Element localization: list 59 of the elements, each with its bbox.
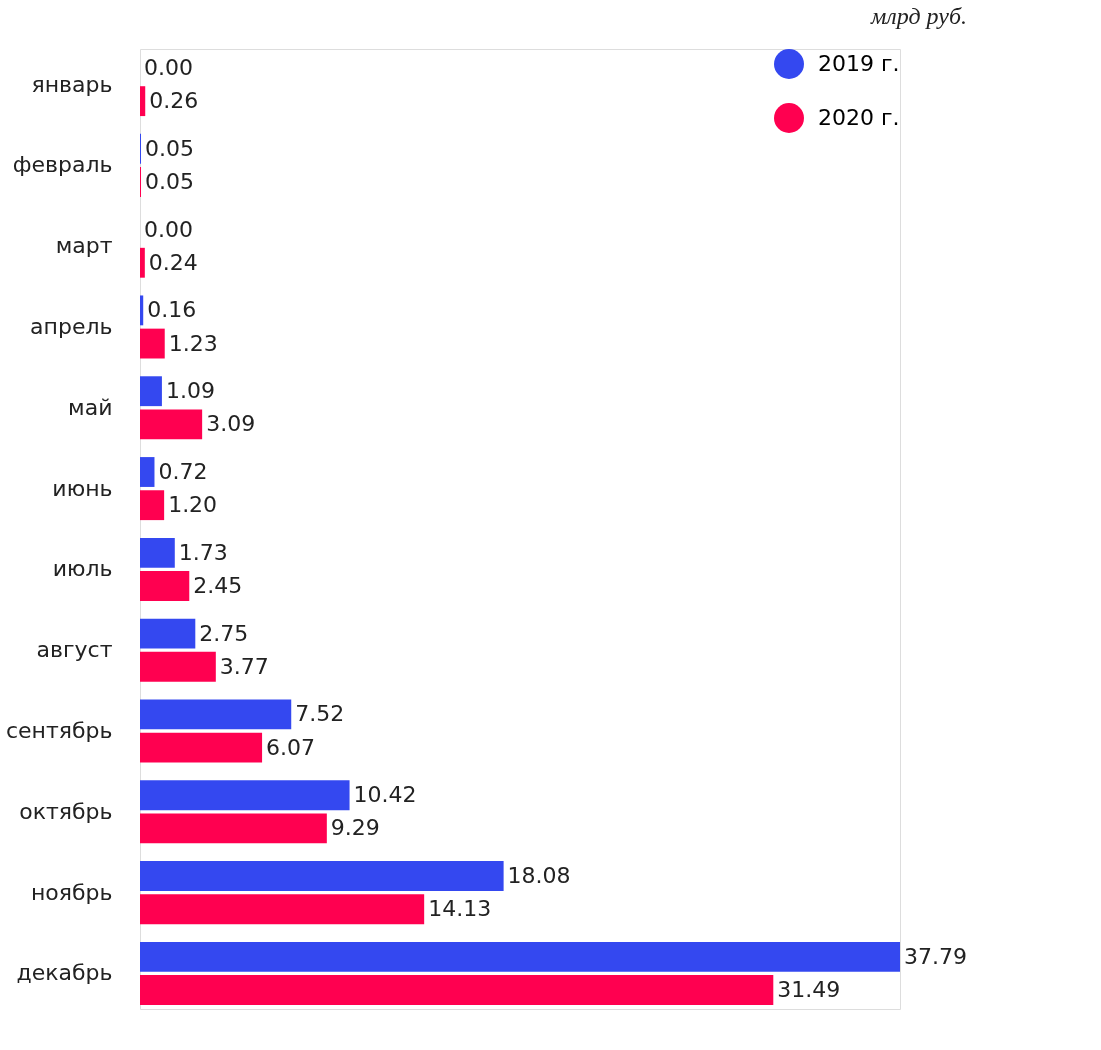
y-tick-label: ноябрь (30, 879, 113, 905)
bar (140, 732, 263, 763)
data-label: 0.16 (147, 297, 197, 323)
bar (140, 409, 203, 440)
data-label: 14.13 (428, 896, 492, 922)
legend-label: 2019 г. (818, 51, 900, 76)
data-label: 2.75 (199, 620, 249, 646)
bar (140, 699, 292, 730)
bar (140, 247, 145, 278)
bar (140, 813, 327, 844)
y-tick-label: февраль (12, 152, 113, 178)
data-label: 10.42 (353, 782, 417, 808)
data-label: 0.24 (148, 249, 198, 275)
data-label: 0.00 (144, 54, 193, 80)
bar (140, 975, 774, 1005)
bar (140, 490, 165, 521)
data-label: 7.52 (295, 701, 345, 727)
data-label: 1.73 (178, 539, 228, 565)
data-label: 9.29 (330, 815, 380, 841)
bar (140, 457, 155, 487)
data-label: 37.79 (904, 943, 967, 969)
data-label: 1.23 (168, 330, 218, 356)
y-tick-label: май (68, 394, 113, 420)
y-tick-label: июнь (52, 475, 113, 501)
y-tick-label: декабрь (16, 960, 113, 986)
bar (140, 328, 165, 359)
bar (140, 861, 504, 891)
bar (140, 780, 350, 811)
data-label: 0.05 (145, 168, 194, 194)
legend-label: 2020 г. (818, 105, 900, 130)
bar (140, 894, 425, 925)
y-tick-label: октябрь (19, 798, 113, 824)
data-label: 0.72 (158, 459, 208, 485)
y-tick-label: январь (31, 71, 113, 97)
text: млрд руб. (869, 3, 967, 29)
y-tick-label: июль (52, 556, 113, 582)
y-tick-label: август (36, 637, 113, 663)
bar (140, 651, 216, 682)
data-label: 2.45 (193, 572, 243, 598)
data-label: 0.05 (145, 135, 194, 161)
data-label: 0.26 (149, 88, 199, 114)
bar (140, 537, 175, 568)
data-label: 1.20 (168, 492, 218, 518)
bar (140, 376, 162, 407)
data-label: 18.08 (507, 863, 571, 889)
bar (140, 941, 900, 972)
bar (140, 86, 146, 117)
data-label: 31.49 (777, 977, 841, 1003)
bar (140, 618, 196, 649)
data-label: 3.09 (206, 411, 256, 437)
bar (140, 295, 144, 326)
data-label: 3.77 (219, 653, 269, 679)
data-label: 1.09 (165, 378, 215, 404)
bar (140, 571, 190, 601)
y-tick-label: сентябрь (5, 718, 113, 744)
data-label: 6.07 (266, 734, 316, 760)
y-tick-label: март (55, 233, 113, 259)
y-tick-label: апрель (30, 313, 113, 339)
data-label: 0.00 (144, 216, 193, 242)
